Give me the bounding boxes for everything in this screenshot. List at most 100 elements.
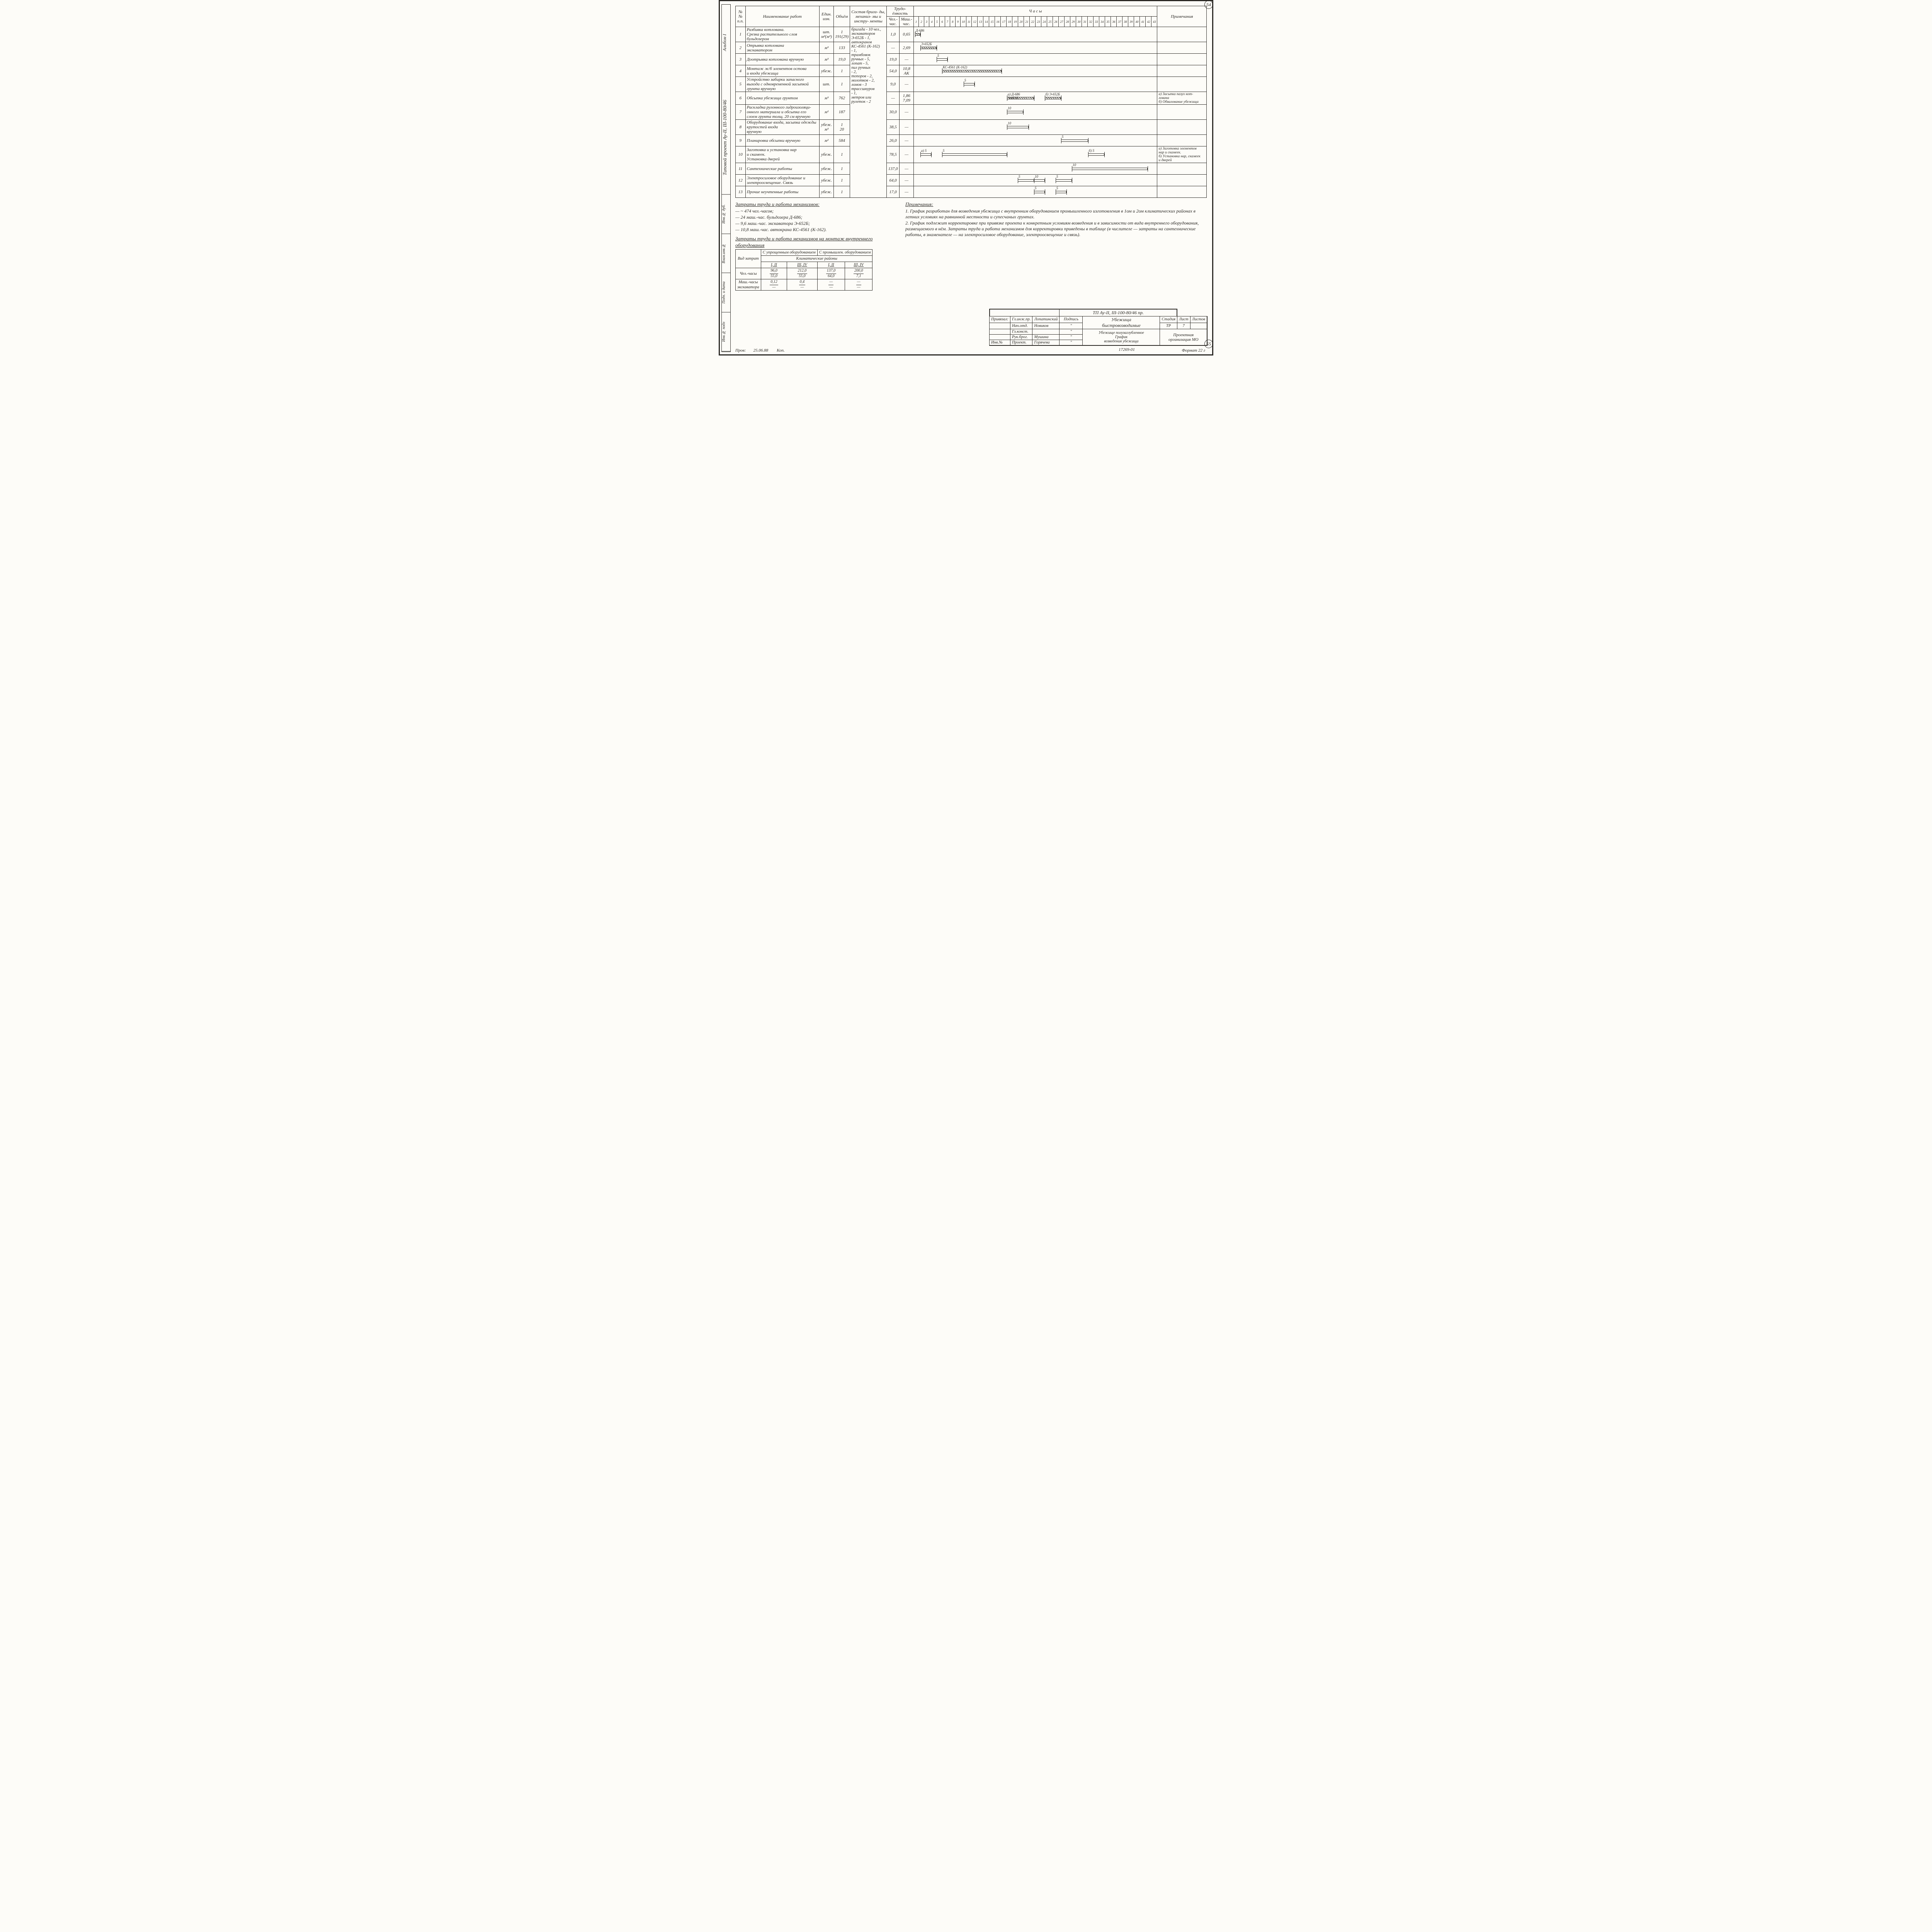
gantt-bar bbox=[1056, 191, 1066, 193]
cell-unit: м² bbox=[819, 105, 833, 120]
st-h3: С промышлен. оборудованием bbox=[817, 249, 872, 255]
st-cell: 212,055,0 bbox=[787, 268, 817, 279]
brigade-cell: бригада - 10 чел., экскаваторов Э-652Б -… bbox=[850, 27, 887, 198]
gantt-label: 10 bbox=[1008, 121, 1011, 125]
cell-num: 13 bbox=[736, 186, 746, 198]
gantt-bar bbox=[1007, 111, 1023, 113]
cell-mach: 10,8 АК bbox=[900, 65, 913, 77]
cell-man: 19,0 bbox=[886, 54, 900, 65]
cell-name: Доотрывка котлована вручную bbox=[745, 54, 819, 65]
cell-vol: 1 bbox=[834, 163, 850, 175]
cell-note: а) Засыпка пазух кот- лована б) Обвалова… bbox=[1157, 92, 1207, 105]
gantt-cell: 10 bbox=[913, 120, 1157, 135]
cell-unit: убеж. bbox=[819, 146, 833, 163]
gantt-label: 5 bbox=[1056, 175, 1058, 179]
col-mach-hours: Маш.- час. bbox=[900, 17, 913, 27]
cell-vol: 762 bbox=[834, 92, 850, 105]
hour-header: 21 bbox=[1024, 17, 1030, 27]
cell-note bbox=[1157, 163, 1207, 175]
cell-vol: 133 bbox=[834, 42, 850, 54]
cell-man: 26,0 bbox=[886, 135, 900, 146]
gantt-label: б) 5 bbox=[1089, 149, 1094, 153]
spine-project: Типовой проект Ау-II, III-100-80/46 bbox=[722, 81, 730, 195]
st-cell: 200,07,1 bbox=[845, 268, 872, 279]
st-col: III, IV bbox=[787, 262, 817, 268]
cell-unit: м³ bbox=[819, 92, 833, 105]
cell-man: — bbox=[886, 42, 900, 54]
cell-note bbox=[1157, 42, 1207, 54]
col-notes: Примечания bbox=[1157, 6, 1207, 27]
cell-mach: 2,69 bbox=[900, 42, 913, 54]
gantt-bar bbox=[1045, 97, 1061, 99]
gantt-bar bbox=[920, 153, 931, 156]
cell-name: Сантехнические работы bbox=[745, 163, 819, 175]
stamp-title2: Убежище полузаглубленное График возведен… bbox=[1083, 329, 1160, 346]
col-unit: Един. изм. bbox=[819, 6, 833, 27]
gantt-label: а) 5 bbox=[921, 149, 927, 153]
hour-header: 23 bbox=[1036, 17, 1041, 27]
cell-man: 17,0 bbox=[886, 186, 900, 198]
col-hours: Ч а с ы bbox=[913, 6, 1157, 17]
cell-num: 5 bbox=[736, 77, 746, 92]
hour-header: 17 bbox=[1001, 17, 1007, 27]
cell-num: 1 bbox=[736, 27, 746, 42]
cell-man: 137,0 bbox=[886, 163, 900, 175]
gantt-label: 5 bbox=[1019, 175, 1020, 179]
cell-vol: 1 20 bbox=[834, 120, 850, 135]
gantt-cell: 5105 bbox=[913, 175, 1157, 186]
gantt-bar bbox=[1061, 139, 1088, 142]
cell-mach: 0,65 bbox=[900, 27, 913, 42]
cell-mach: — bbox=[900, 135, 913, 146]
hour-header: 6 bbox=[940, 17, 945, 27]
gantt-bar bbox=[915, 33, 920, 36]
labor-line: — 10,8 маш.-час. автокрана КС-4561 (К-16… bbox=[735, 227, 898, 233]
cell-man: 30,0 bbox=[886, 105, 900, 120]
schedule-row: 10Заготовка и установка нар и скамеек. У… bbox=[736, 146, 1207, 163]
labor-subtitle: Затраты труда и работа механизмов на мон… bbox=[735, 236, 898, 248]
notes-title: Примечания: bbox=[905, 201, 1207, 207]
gantt-label: 5 bbox=[964, 78, 966, 82]
cell-vol: 1 bbox=[834, 175, 850, 186]
hour-header: 38 bbox=[1122, 17, 1128, 27]
cell-vol: 19,0 bbox=[834, 54, 850, 65]
hour-header: 28 bbox=[1065, 17, 1070, 27]
gantt-bar bbox=[1007, 126, 1029, 128]
hour-header: 1 bbox=[913, 17, 918, 27]
schedule-row: 2Отрывка котлована экскаваторомм³133—2,6… bbox=[736, 42, 1207, 54]
adjustment-table: Вид затрат С упрощенным оборудованием С … bbox=[735, 249, 872, 291]
schedule-row: 8Оборудование входа, засыпка одежды крут… bbox=[736, 120, 1207, 135]
cell-note bbox=[1157, 77, 1207, 92]
hour-header: 10 bbox=[961, 17, 966, 27]
col-labor: Трудо- ёмкость bbox=[886, 6, 913, 17]
stamp-code: ТП Ау-II, III-100-80/46 пр. bbox=[1060, 309, 1177, 316]
name: Новиков bbox=[1032, 323, 1060, 329]
cell-name: Обсыпка убежища грунтом bbox=[745, 92, 819, 105]
labor-line: — 24 маш.-час. бульдозера Д-686; bbox=[735, 214, 898, 220]
col-name: Наименование работ bbox=[745, 6, 819, 27]
hour-header: 2 bbox=[919, 17, 924, 27]
cell-man: — bbox=[886, 92, 900, 105]
inv: Инв.№ bbox=[990, 340, 1010, 346]
st-h2: С упрощенным оборудованием bbox=[761, 249, 817, 255]
hour-header: 40 bbox=[1134, 17, 1140, 27]
cell-unit: м² bbox=[819, 135, 833, 146]
st-col: I, II bbox=[817, 262, 845, 268]
cell-note bbox=[1157, 175, 1207, 186]
hour-header: 36 bbox=[1111, 17, 1117, 27]
role: Гл.конст. bbox=[1010, 329, 1032, 335]
schedule-row: 3Доотрывка котлована вручнуюм³19,019,0—5 bbox=[736, 54, 1207, 65]
stage-h: Стадия bbox=[1160, 316, 1177, 323]
gantt-bar bbox=[1034, 179, 1045, 182]
cell-man: 54,0 bbox=[886, 65, 900, 77]
st-row-label: Чел.-часы bbox=[736, 268, 761, 279]
st-cell: 0,12— bbox=[761, 279, 787, 291]
cell-vol: 1 bbox=[834, 77, 850, 92]
cell-num: 9 bbox=[736, 135, 746, 146]
hour-header: 12 bbox=[972, 17, 978, 27]
gantt-label: б) Э-652Б bbox=[1046, 92, 1060, 96]
gantt-label: Э-652Б bbox=[921, 42, 932, 46]
cell-unit: м³ bbox=[819, 42, 833, 54]
cell-unit: убеж. bbox=[819, 163, 833, 175]
cell-mach: — bbox=[900, 163, 913, 175]
labor-line: — ~ 474 чел.-часов; bbox=[735, 208, 898, 214]
